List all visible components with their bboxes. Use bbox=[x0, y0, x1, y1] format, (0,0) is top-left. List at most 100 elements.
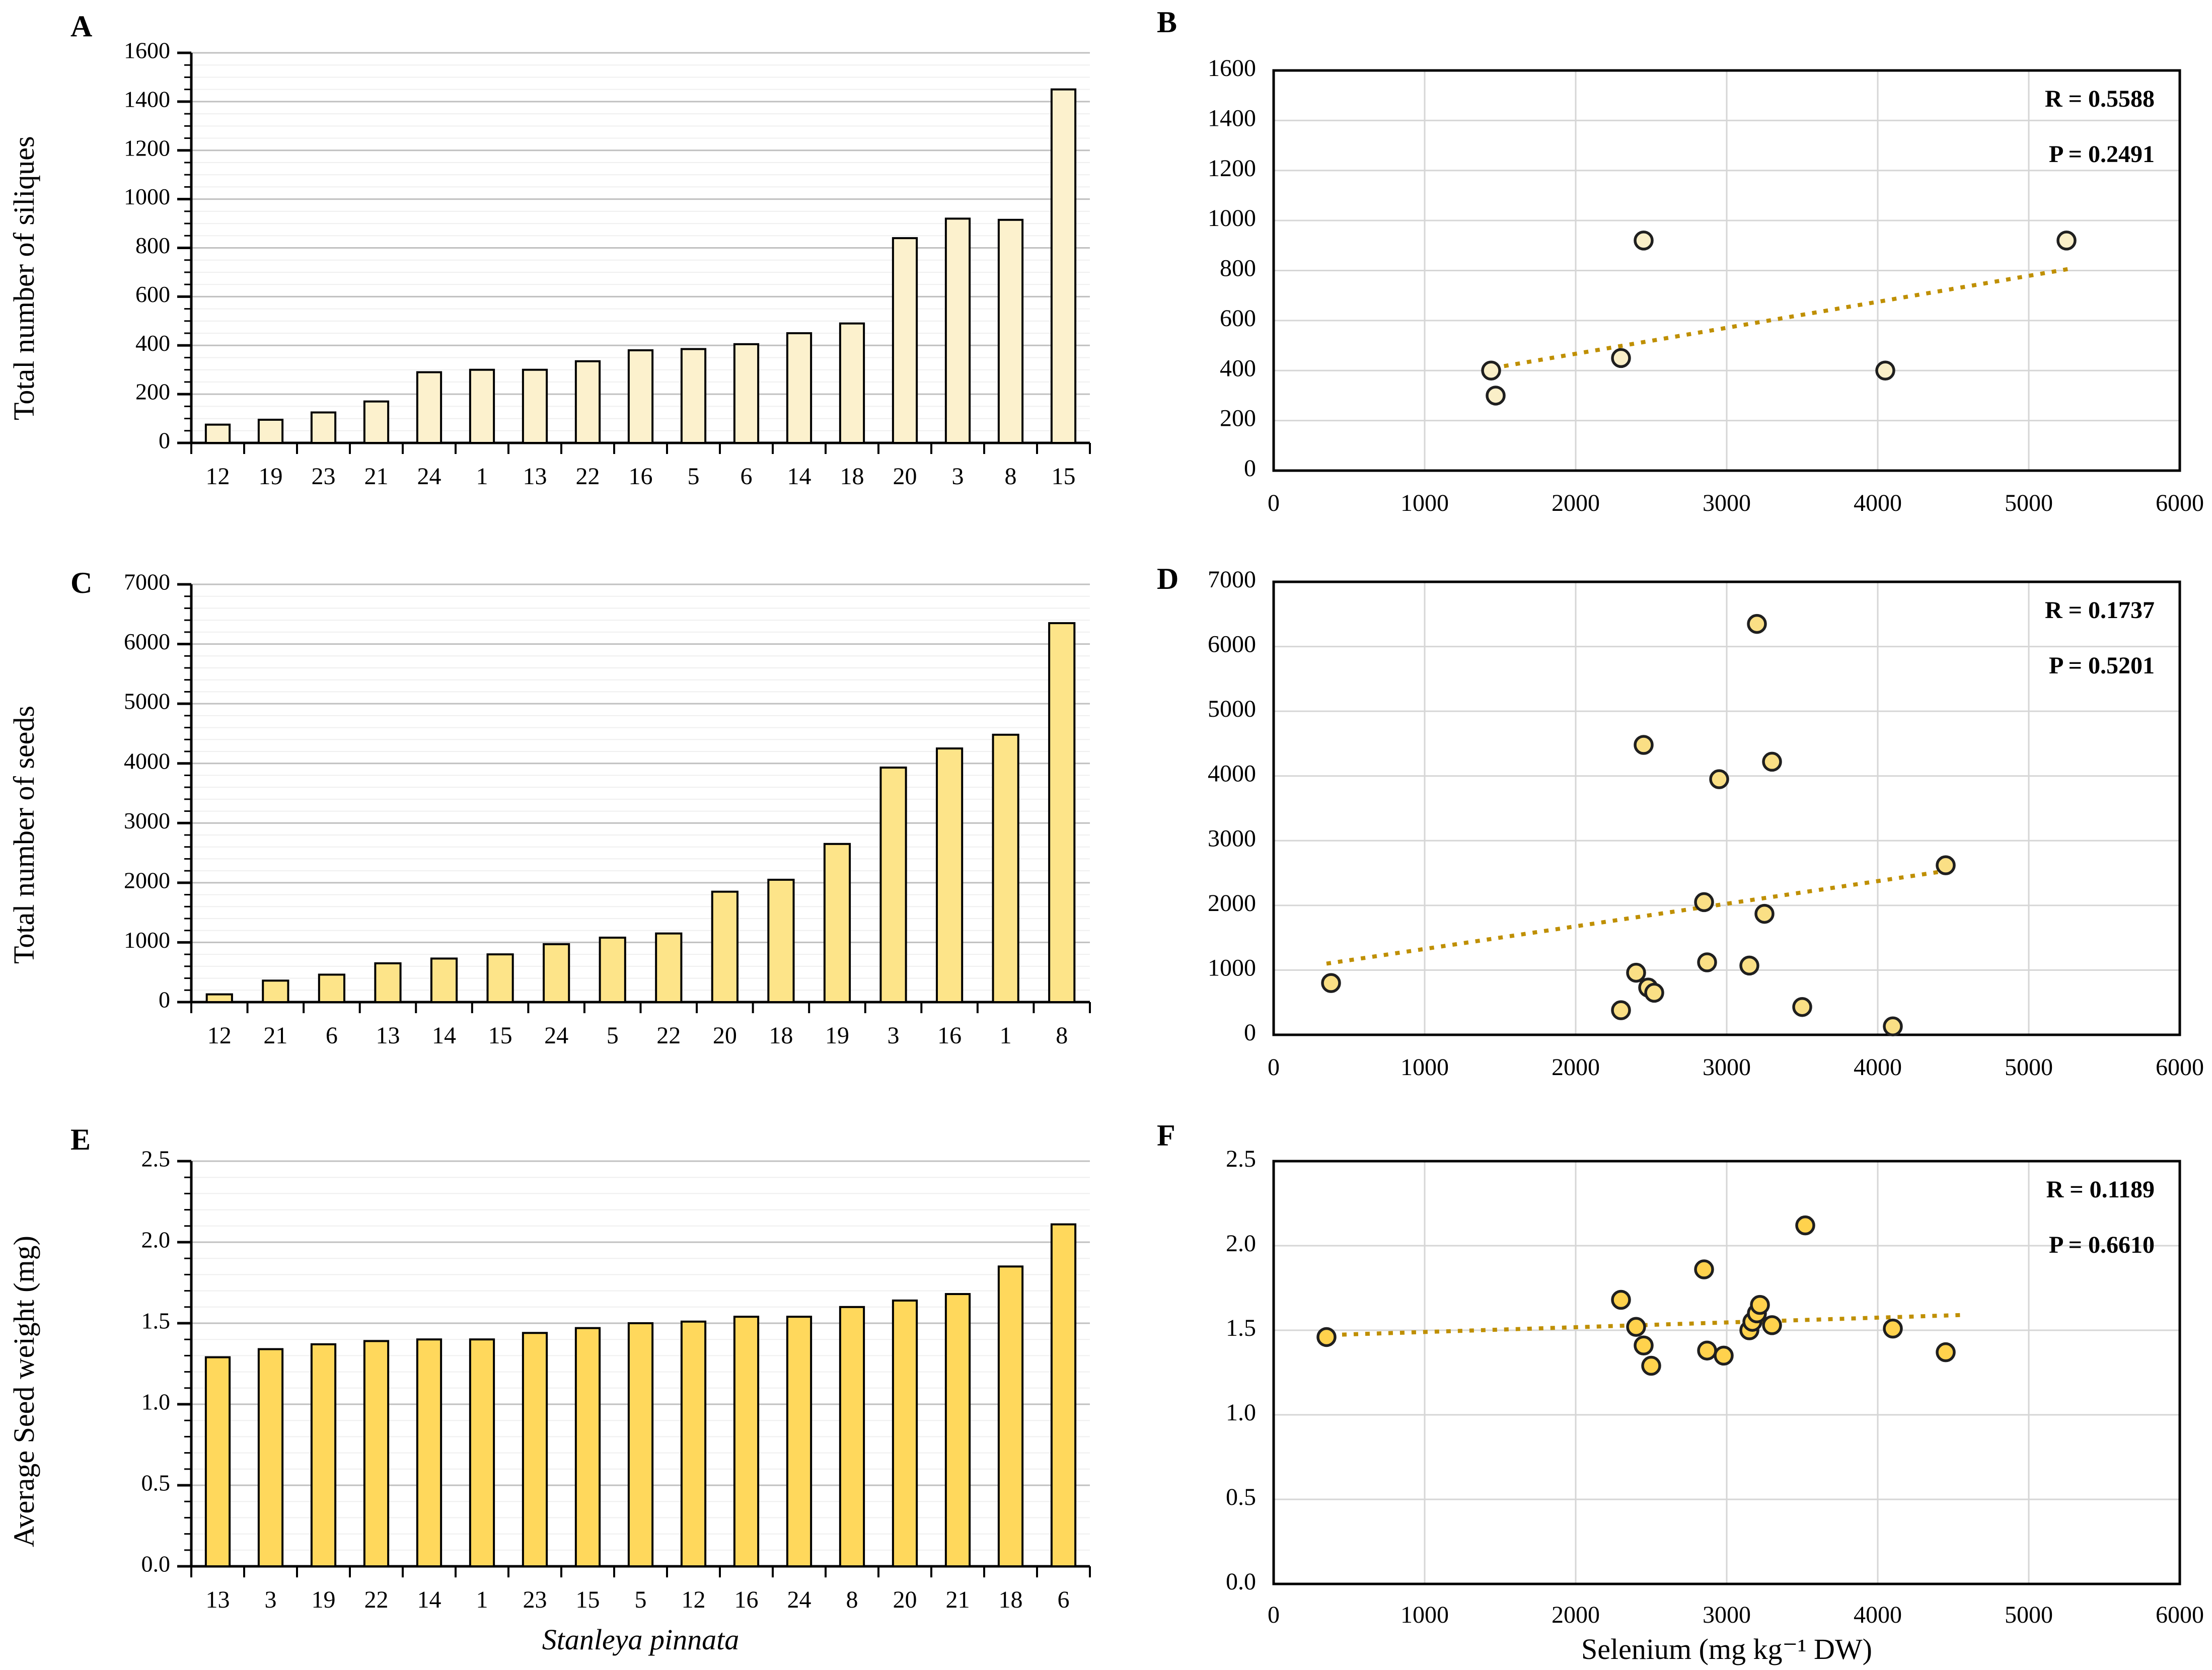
x-category-label: 14 bbox=[432, 1022, 456, 1049]
y-tick-label: 800 bbox=[1220, 255, 1256, 282]
r-value-label: R = 0.5588 bbox=[2045, 86, 2155, 112]
bar bbox=[680, 1320, 707, 1567]
x-category-label: 14 bbox=[417, 1586, 441, 1613]
bar bbox=[574, 1327, 601, 1567]
x-category-label: 6 bbox=[326, 1022, 338, 1049]
scatter-point bbox=[1626, 962, 1646, 983]
bar bbox=[416, 1338, 443, 1567]
r-value-label: R = 0.1737 bbox=[2045, 597, 2155, 624]
bar bbox=[469, 368, 495, 444]
x-tick-label: 0 bbox=[1268, 490, 1280, 516]
y-tick-label: 1.5 bbox=[1226, 1315, 1256, 1341]
x-category-label: 12 bbox=[206, 463, 230, 490]
bar bbox=[680, 348, 707, 444]
bar bbox=[1050, 1223, 1077, 1567]
x-tick-label: 0 bbox=[1268, 1054, 1280, 1081]
x-category-label: 6 bbox=[741, 463, 753, 490]
bar-chart-siliques: 0 200 400 600 800 1000 1200 1400 1600 12 19 23 21 24 1… bbox=[124, 38, 1091, 490]
x-category-label: 1 bbox=[476, 1586, 488, 1613]
y-tick-label: 6000 bbox=[1208, 631, 1256, 658]
x-category-label: 16 bbox=[629, 463, 653, 490]
x-category-label: 19 bbox=[825, 1022, 849, 1049]
x-category-label: 13 bbox=[523, 463, 547, 490]
panel-letter-f: F bbox=[1157, 1119, 1175, 1152]
y-tick-label: 200 bbox=[1220, 405, 1256, 432]
x-category-label: 3 bbox=[888, 1022, 900, 1049]
bar bbox=[416, 371, 443, 444]
x-category-label: 22 bbox=[576, 463, 600, 490]
x-category-label: 3 bbox=[265, 1586, 277, 1613]
x-category-label: 8 bbox=[846, 1586, 858, 1613]
x-category-label: 24 bbox=[787, 1586, 812, 1613]
y-tick-label: 1000 bbox=[124, 184, 170, 209]
x-tick-label: 2000 bbox=[1552, 490, 1600, 516]
bar bbox=[892, 1299, 918, 1568]
panel-letter-c: C bbox=[70, 566, 93, 599]
y-tick-label: 1600 bbox=[1208, 55, 1256, 82]
x-category-label: 20 bbox=[713, 1022, 737, 1049]
y-tick-label: 0 bbox=[1244, 1019, 1256, 1046]
x-category-label: 20 bbox=[893, 463, 917, 490]
bar bbox=[892, 237, 918, 444]
plot-frame bbox=[1272, 1160, 2181, 1585]
bar bbox=[599, 936, 626, 1004]
bar bbox=[711, 890, 739, 1004]
scatter-chart-seeds-vs-selenium: 0 1000 2000 3000 4000 5000 6000 0 1000 2000 3000 40… bbox=[1208, 566, 2204, 1081]
y-tick-label: 2.0 bbox=[141, 1227, 171, 1253]
bar bbox=[522, 1332, 548, 1567]
x-tick-label: 6000 bbox=[2156, 1054, 2204, 1081]
x-axis-title-stanleya-pinnata: Stanleya pinnata bbox=[542, 1623, 740, 1656]
bar bbox=[262, 979, 289, 1003]
y-tick-label: 4000 bbox=[1208, 761, 1256, 787]
x-category-label: 8 bbox=[1056, 1022, 1068, 1049]
scatter-point bbox=[1634, 1335, 1654, 1355]
bar bbox=[627, 1322, 654, 1567]
bar bbox=[310, 1343, 337, 1567]
panel-f: F 0 1000 2000 3000 4000 5000 6000 0.0 0.5 1.0 1.5 2… bbox=[1133, 1113, 2212, 1670]
x-tick-label: 4000 bbox=[1854, 1054, 1902, 1081]
x-category-label: 23 bbox=[523, 1586, 547, 1613]
trendline bbox=[1326, 868, 1954, 966]
x-category-label: 12 bbox=[682, 1586, 706, 1613]
scatter-point bbox=[1626, 1317, 1646, 1337]
scatter-point bbox=[1486, 386, 1506, 406]
bar bbox=[935, 747, 964, 1003]
scatter-point bbox=[1709, 769, 1729, 789]
x-tick-label: 1000 bbox=[1400, 1602, 1449, 1628]
bar bbox=[839, 1306, 865, 1567]
scatter-point bbox=[1611, 1000, 1631, 1020]
x-tick-label: 3000 bbox=[1703, 1054, 1751, 1081]
bar bbox=[486, 953, 514, 1004]
y-tick-label: 1200 bbox=[1208, 155, 1256, 182]
y-tick-label: 1400 bbox=[124, 86, 170, 112]
scatter-chart-siliques-vs-selenium: 0 1000 2000 3000 4000 5000 6000 0 200 400 600 800 10… bbox=[1208, 55, 2204, 516]
scatter-point bbox=[1747, 614, 1767, 634]
bar bbox=[543, 943, 570, 1003]
trendline bbox=[1318, 1313, 1961, 1338]
y-tick-label: 2.5 bbox=[1226, 1146, 1256, 1172]
bar bbox=[469, 1338, 495, 1567]
x-category-label: 8 bbox=[1005, 463, 1017, 490]
scatter-point bbox=[1875, 360, 1895, 381]
bar bbox=[786, 1316, 813, 1567]
scatter-point bbox=[1883, 1318, 1903, 1339]
bar bbox=[205, 993, 233, 1003]
x-axis-title-selenium: Selenium (mg kg⁻¹ DW) bbox=[1581, 1633, 1872, 1665]
scatter-point bbox=[1936, 1342, 1956, 1362]
y-tick-label: 0 bbox=[1244, 455, 1256, 482]
y-tick-label: 2.5 bbox=[141, 1146, 171, 1172]
scatter-point bbox=[1611, 348, 1631, 368]
trendline bbox=[1492, 266, 2075, 370]
panel-e: E Average Seed weight (mg) 0.0 0.5 1.0 1.5 2… bbox=[0, 1113, 1133, 1670]
x-category-label: 15 bbox=[576, 1586, 600, 1613]
panel-letter-b: B bbox=[1157, 6, 1177, 39]
y-tick-label: 1200 bbox=[124, 135, 170, 161]
bar bbox=[733, 1316, 760, 1567]
scatter-point bbox=[1321, 973, 1341, 993]
y-tick-label: 400 bbox=[1220, 355, 1256, 382]
y-tick-label: 2000 bbox=[124, 867, 170, 893]
x-category-label: 18 bbox=[769, 1022, 793, 1049]
y-tick-label: 0 bbox=[159, 987, 170, 1013]
y-tick-label: 7000 bbox=[124, 569, 170, 595]
